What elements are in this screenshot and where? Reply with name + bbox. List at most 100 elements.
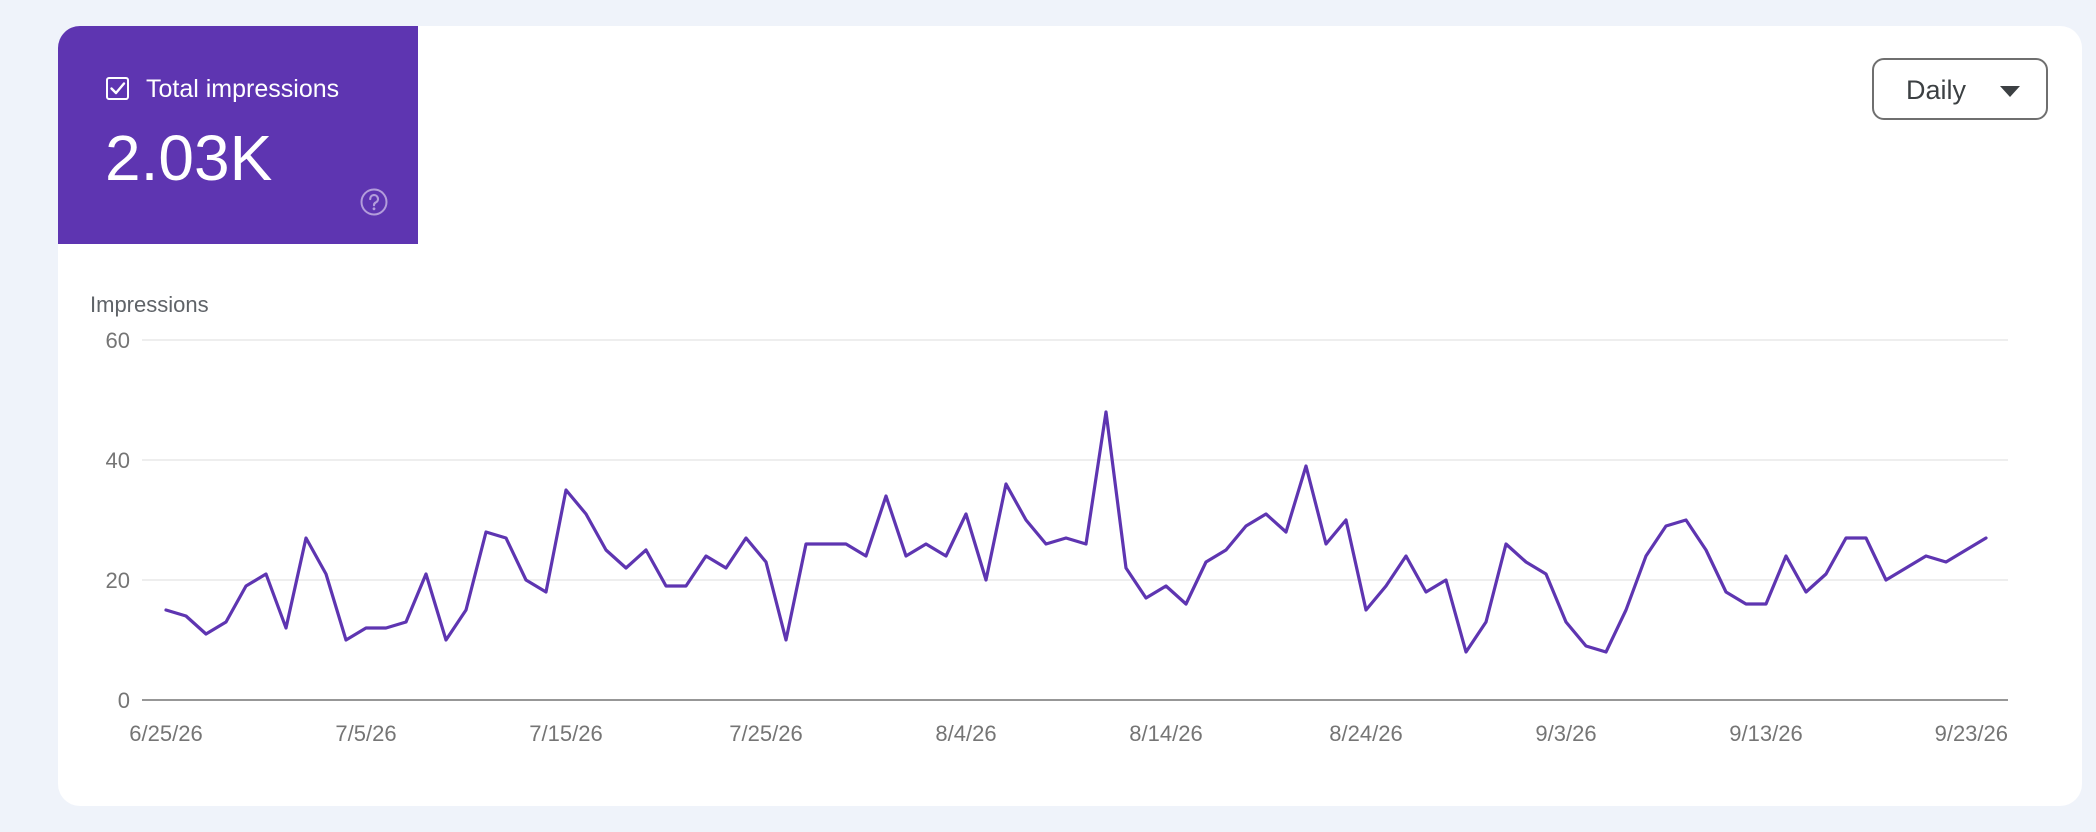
data-point[interactable] [860,550,872,562]
data-point[interactable] [1980,532,1992,544]
data-point[interactable] [1780,550,1792,562]
data-point[interactable] [1240,520,1252,532]
data-point[interactable] [200,628,212,640]
data-point[interactable] [1140,592,1152,604]
data-point[interactable] [1060,532,1072,544]
data-point[interactable] [440,634,452,646]
data-point[interactable] [520,574,532,586]
data-point[interactable] [160,604,172,616]
data-point[interactable] [220,616,232,628]
data-point[interactable] [1540,568,1552,580]
data-point[interactable] [840,538,852,550]
help-circle-icon[interactable] [360,188,388,216]
x-tick-label: 8/14/26 [1129,721,1202,746]
data-point[interactable] [360,622,372,634]
period-select[interactable]: Daily [1872,58,2048,120]
data-point[interactable] [320,568,332,580]
data-point[interactable] [1500,538,1512,550]
data-point[interactable] [1920,550,1932,562]
data-point[interactable] [720,562,732,574]
data-point[interactable] [1160,580,1172,592]
data-point[interactable] [740,532,752,544]
data-point[interactable] [1700,544,1712,556]
data-point[interactable] [300,532,312,544]
data-point[interactable] [480,526,492,538]
data-point[interactable] [340,634,352,646]
data-point[interactable] [820,538,832,550]
data-point[interactable] [1520,556,1532,568]
data-point[interactable] [800,538,812,550]
data-point[interactable] [1340,514,1352,526]
data-point[interactable] [580,508,592,520]
data-point[interactable] [540,586,552,598]
checkbox-checked-icon[interactable] [106,77,129,100]
data-point[interactable] [1960,544,1972,556]
data-point[interactable] [1100,406,1112,418]
data-point[interactable] [1000,478,1012,490]
data-point[interactable] [1560,616,1572,628]
data-point[interactable] [400,616,412,628]
data-point[interactable] [1900,562,1912,574]
data-point[interactable] [1800,586,1812,598]
data-point[interactable] [1360,604,1372,616]
data-point[interactable] [500,532,512,544]
data-point[interactable] [1760,598,1772,610]
data-point[interactable] [980,574,992,586]
data-point[interactable] [880,490,892,502]
data-point[interactable] [600,544,612,556]
data-point[interactable] [920,538,932,550]
y-tick-label: 0 [118,688,130,713]
data-point[interactable] [1420,586,1432,598]
data-point[interactable] [1180,598,1192,610]
data-point[interactable] [1740,598,1752,610]
data-point[interactable] [1720,586,1732,598]
data-point[interactable] [1260,508,1272,520]
data-point[interactable] [380,622,392,634]
data-point[interactable] [260,568,272,580]
data-point[interactable] [1380,580,1392,592]
data-point[interactable] [1860,532,1872,544]
data-point[interactable] [1680,514,1692,526]
data-point[interactable] [900,550,912,562]
metric-tile-total-impressions[interactable]: Total impressions 2.03K [58,26,418,244]
data-point[interactable] [1080,538,1092,550]
data-point[interactable] [560,484,572,496]
data-point[interactable] [640,544,652,556]
data-point[interactable] [1320,538,1332,550]
data-point[interactable] [1220,544,1232,556]
data-point[interactable] [960,508,972,520]
data-point[interactable] [1020,514,1032,526]
data-point[interactable] [1620,604,1632,616]
data-point[interactable] [1200,556,1212,568]
data-point[interactable] [1640,550,1652,562]
data-point[interactable] [1120,562,1132,574]
data-point[interactable] [780,634,792,646]
data-point[interactable] [1600,646,1612,658]
data-point[interactable] [1580,640,1592,652]
y-tick-label: 40 [106,448,130,473]
data-point[interactable] [280,622,292,634]
data-point[interactable] [760,556,772,568]
data-point[interactable] [1440,574,1452,586]
data-point[interactable] [1840,532,1852,544]
x-tick-label: 9/3/26 [1535,721,1596,746]
data-point[interactable] [1040,538,1052,550]
data-point[interactable] [420,568,432,580]
data-point[interactable] [680,580,692,592]
data-point[interactable] [1940,556,1952,568]
data-point[interactable] [180,610,192,622]
data-point[interactable] [1400,550,1412,562]
data-point[interactable] [1280,526,1292,538]
data-point[interactable] [1480,616,1492,628]
data-point[interactable] [240,580,252,592]
data-point[interactable] [700,550,712,562]
data-point[interactable] [1460,646,1472,658]
data-point[interactable] [1820,568,1832,580]
data-point[interactable] [620,562,632,574]
data-point[interactable] [1660,520,1672,532]
data-point[interactable] [940,550,952,562]
data-point[interactable] [1300,460,1312,472]
data-point[interactable] [660,580,672,592]
data-point[interactable] [460,604,472,616]
data-point[interactable] [1880,574,1892,586]
